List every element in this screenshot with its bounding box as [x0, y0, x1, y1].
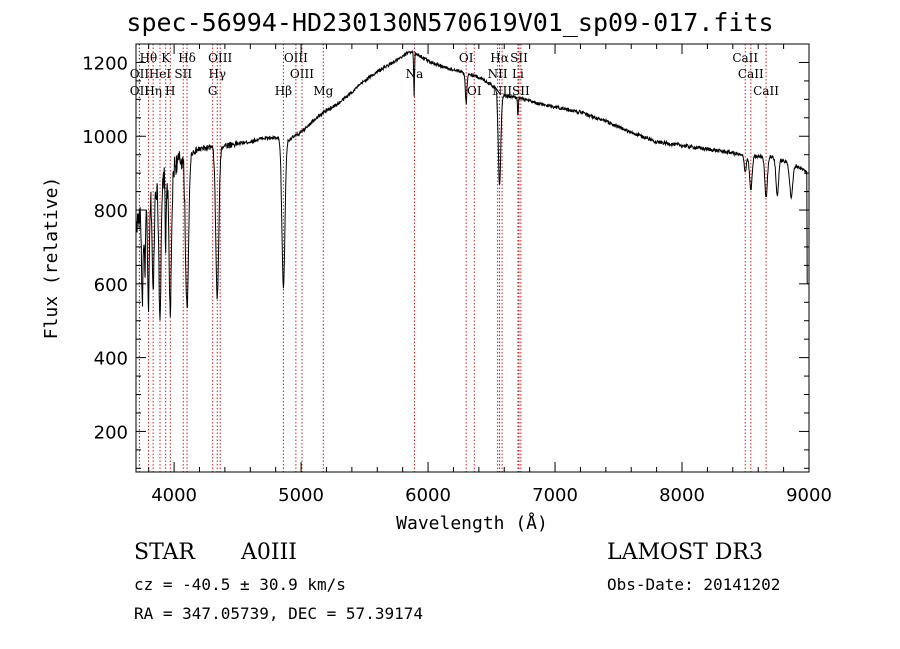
line-marker-label: CaII: [753, 84, 779, 98]
y-tick-label: 600: [94, 275, 128, 296]
line-marker-label: OIII: [284, 51, 308, 65]
line-marker-label: G: [208, 84, 218, 98]
line-marker-label: Hβ: [275, 84, 292, 98]
y-tick-label: 200: [94, 422, 128, 443]
line-marker-label: K: [161, 51, 171, 65]
y-tick-label: 800: [94, 201, 128, 222]
x-tick-label: 7000: [532, 485, 578, 506]
line-marker-label: Hγ: [208, 67, 226, 81]
y-tick-label: 1200: [82, 53, 128, 74]
x-tick-label: 9000: [786, 485, 832, 506]
subclass: A0III: [241, 540, 297, 565]
plot-frame: [135, 43, 810, 473]
line-marker-label: Hα: [490, 51, 509, 65]
line-marker-label: Hθ: [140, 51, 158, 65]
line-marker-label: OII: [130, 67, 150, 81]
y-axis-label: Flux (relative): [41, 177, 62, 340]
line-marker-label: HeI: [149, 67, 172, 81]
line-marker-label: OI: [459, 51, 474, 65]
y-tick-label: 400: [94, 349, 128, 370]
line-marker-label: OI: [467, 84, 482, 98]
line-marker-label: Mg: [313, 84, 333, 98]
line-marker-label: Li: [512, 67, 524, 81]
object-class: STAR: [134, 540, 195, 565]
redshift-text: cz = -40.5 ± 30.9 km/s: [134, 575, 346, 594]
survey-name: LAMOST DR3: [607, 540, 763, 565]
coordinates-text: RA = 347.05739, DEC = 57.39174: [134, 604, 423, 623]
x-tick-label: 6000: [405, 485, 451, 506]
line-markers: [138, 44, 767, 472]
line-marker-label: SII: [174, 67, 192, 81]
y-tick-label: 1000: [82, 127, 128, 148]
line-marker-label: OIII: [208, 51, 232, 65]
line-marker-label: Hη: [144, 84, 162, 98]
line-marker-label: OII: [130, 84, 150, 98]
x-tick-label: 5000: [278, 485, 324, 506]
line-marker-label: Hδ: [178, 51, 196, 65]
x-tick-label: 4000: [151, 485, 197, 506]
chart-title: spec-56994-HD230130N570619V01_sp09-017.f…: [126, 8, 774, 37]
line-marker-label: OIII: [290, 67, 314, 81]
axes: 4000 5000 6000 7000 8000 9000 200 400 600 800 1000…: [82, 44, 832, 506]
line-marker-label: SII: [510, 51, 528, 65]
x-tick-label: 8000: [659, 485, 705, 506]
observation-date: Obs-Date: 20141202: [607, 575, 781, 594]
line-marker-label: CaII: [738, 67, 764, 81]
line-marker-label: SII: [512, 84, 530, 98]
line-marker-label: CaII: [732, 51, 758, 65]
line-marker-label: NII: [488, 67, 508, 81]
line-marker-label: H: [165, 84, 175, 98]
x-axis-label: Wavelength (Å): [396, 512, 548, 534]
spectrum-line: [135, 49, 809, 321]
